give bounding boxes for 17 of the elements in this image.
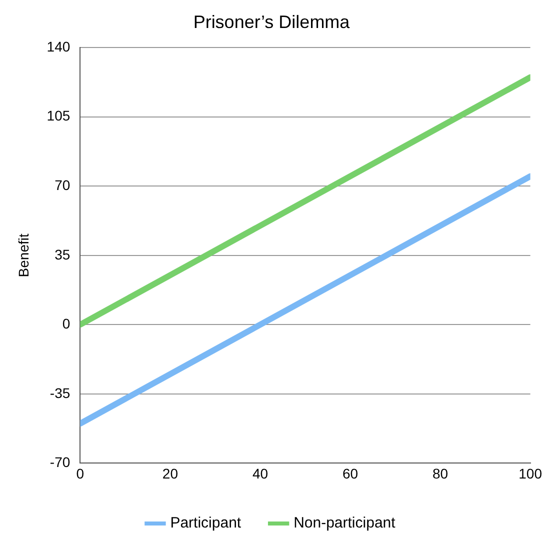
x-tick-label: 40: [252, 465, 268, 482]
x-tick-label: 80: [432, 465, 448, 482]
y-tick-label: 35: [54, 246, 70, 262]
y-tick-label: -35: [50, 384, 70, 401]
y-tick-label: 105: [46, 108, 70, 124]
chart-title: Prisoner’s Dilemma: [193, 12, 351, 32]
y-axis-title: Benefit: [15, 234, 32, 278]
legend-label: Participant: [170, 514, 242, 532]
y-tick-label: 0: [62, 316, 70, 332]
x-tick-label: 60: [342, 465, 358, 482]
x-tick-label: 0: [76, 465, 84, 482]
y-tick-label: -70: [50, 454, 70, 470]
x-tick-label: 20: [162, 465, 178, 482]
x-tick-label: 100: [518, 465, 542, 482]
legend-label: Non-participant: [294, 514, 396, 532]
y-tick-label: 140: [46, 38, 70, 54]
y-tick-label: 70: [54, 176, 70, 193]
